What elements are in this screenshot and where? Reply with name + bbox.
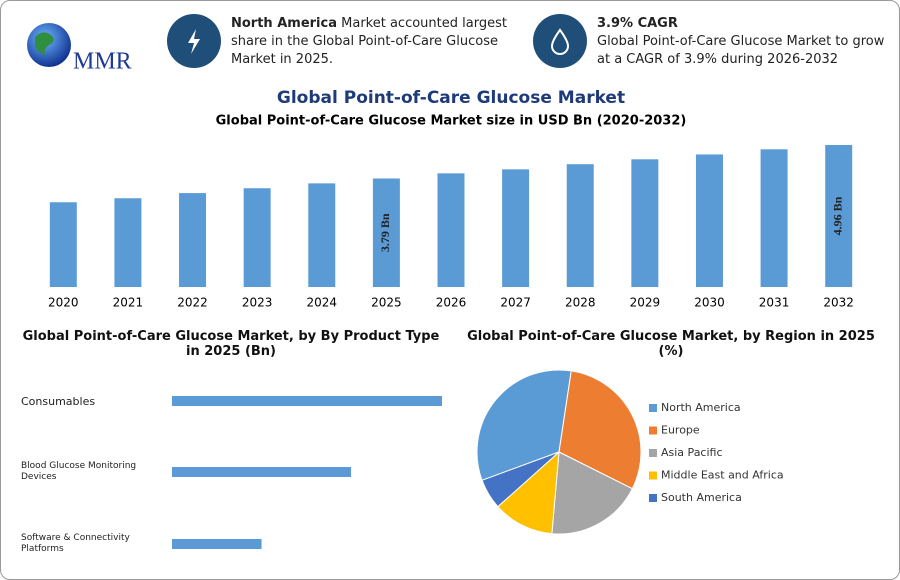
card-icon bbox=[533, 14, 587, 68]
info-card: North America Market accounted largest s… bbox=[231, 15, 511, 69]
legend-swatch bbox=[649, 426, 657, 435]
legend-swatch bbox=[649, 449, 657, 457]
bar bbox=[114, 198, 142, 287]
card-text: Market accounted largest share in the Gl… bbox=[231, 16, 507, 67]
legend-label: Europe bbox=[661, 424, 700, 437]
value-label: 3.79 Bn bbox=[378, 213, 392, 252]
info-card: 3.9% CAGR Global Point-of-Care Glucose Ma… bbox=[597, 15, 887, 69]
x-tick-label: 2022 bbox=[177, 296, 208, 310]
x-tick-label: 2021 bbox=[113, 296, 144, 310]
bar bbox=[49, 202, 77, 287]
pie-slice bbox=[481, 451, 560, 508]
bar bbox=[172, 467, 352, 477]
legend-label: South America bbox=[661, 491, 742, 504]
x-tick-label: 2027 bbox=[500, 296, 531, 310]
card-text: Global Point-of-Care Glucose Market to g… bbox=[597, 34, 885, 67]
bar bbox=[179, 193, 207, 287]
logo-text: MMR bbox=[73, 49, 132, 75]
y-tick-label: Consumables bbox=[21, 394, 96, 408]
card-highlight: 3.9% CAGR bbox=[597, 16, 678, 31]
bar bbox=[172, 396, 442, 406]
x-tick-label: 2030 bbox=[694, 296, 725, 310]
bar bbox=[760, 149, 788, 287]
legend-swatch bbox=[649, 471, 657, 480]
x-tick-label: 2026 bbox=[436, 296, 467, 310]
bar bbox=[308, 183, 336, 287]
legend-swatch bbox=[649, 404, 657, 412]
x-tick-label: 2023 bbox=[242, 296, 273, 310]
x-tick-label: 2031 bbox=[759, 296, 790, 310]
x-tick-label: 2028 bbox=[565, 296, 596, 310]
bar bbox=[372, 178, 400, 287]
x-tick-label: 2024 bbox=[306, 296, 337, 310]
x-tick-label: 2025 bbox=[371, 296, 402, 310]
x-tick-label: 2029 bbox=[630, 296, 661, 310]
chart-title: Global Point-of-Care Glucose Market, by … bbox=[22, 329, 440, 359]
pie-slice bbox=[558, 370, 642, 490]
legend-label: Middle East and Africa bbox=[661, 469, 784, 482]
chart-subtitle: Global Point-of-Care Glucose Market size… bbox=[216, 114, 687, 129]
lightning-icon bbox=[188, 29, 200, 54]
pie-slice bbox=[551, 451, 633, 535]
bar bbox=[825, 145, 853, 287]
drop-icon bbox=[550, 28, 570, 55]
bar bbox=[437, 173, 465, 287]
logo-land bbox=[35, 32, 54, 55]
main-title: Global Point-of-Care Glucose Market bbox=[277, 88, 625, 108]
x-tick-label: 2032 bbox=[823, 296, 854, 310]
bar bbox=[502, 169, 530, 287]
card-highlight: North America bbox=[231, 16, 337, 31]
bar bbox=[172, 539, 262, 549]
y-tick-label: Software & Connectivity Platforms bbox=[21, 533, 130, 554]
legend-label: Asia Pacific bbox=[661, 446, 723, 459]
bar bbox=[243, 188, 271, 287]
legend-swatch bbox=[649, 494, 657, 502]
x-tick-label: 2020 bbox=[48, 296, 79, 310]
legend-label: North America bbox=[661, 401, 741, 414]
bar bbox=[631, 159, 659, 287]
bar bbox=[566, 164, 594, 287]
pie-slice bbox=[476, 369, 572, 481]
pie-slice bbox=[497, 450, 560, 535]
value-label: 4.96 Bn bbox=[830, 196, 844, 235]
chart-title: Global Point-of-Care Glucose Market, by … bbox=[467, 329, 875, 359]
y-tick-label: Blood Glucose Monitoring Devices bbox=[21, 461, 137, 482]
bar bbox=[695, 154, 723, 287]
